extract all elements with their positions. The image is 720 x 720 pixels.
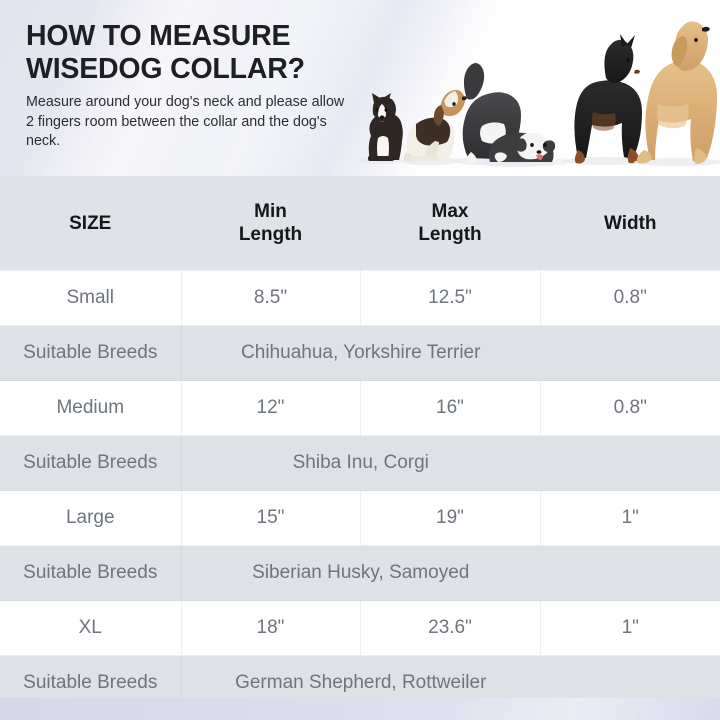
cell-size: Small [0, 270, 182, 326]
cell-width: 0.8" [540, 270, 720, 326]
dog-golden-retriever [634, 21, 720, 166]
hero-banner: HOW TO MEASURE WISEDOG COLLAR? Measure a… [0, 0, 720, 176]
dog-beagle [400, 89, 467, 165]
table-row-breeds: Suitable Breeds Siberian Husky, Samoyed [0, 545, 720, 601]
cell-width: 0.8" [540, 380, 720, 436]
table-row: Small 8.5" 12.5" 0.8" [0, 270, 720, 326]
cell-breeds-label: Suitable Breeds [0, 435, 182, 491]
cell-size: Large [0, 490, 182, 546]
page-subtitle: Measure around your dog's neck and pleas… [26, 94, 345, 149]
dog-border-collie-standing [452, 62, 528, 165]
column-header-max-length: Max Length [360, 176, 541, 271]
cell-max-length: 12.5" [360, 270, 541, 326]
cell-width: 1" [540, 490, 720, 546]
table-row: Medium 12" 16" 0.8" [0, 380, 720, 436]
cell-min-length: 15" [181, 490, 361, 546]
cell-max-length: 23.6" [360, 600, 541, 656]
table-row: Large 15" 19" 1" [0, 490, 720, 546]
column-header-width: Width [540, 176, 720, 271]
table-row-breeds: Suitable Breeds Chihuahua, Yorkshire Ter… [0, 325, 720, 381]
size-chart-table: SIZE Min Length Max Length Width Small 8… [0, 176, 720, 711]
hero-text-block: HOW TO MEASURE WISEDOG COLLAR? Measure a… [26, 20, 386, 152]
cell-breeds-value: Shiba Inu, Corgi [181, 435, 720, 491]
table-row: XL 18" 23.6" 1" [0, 600, 720, 656]
column-header-size: SIZE [0, 176, 182, 271]
cell-max-length: 19" [360, 490, 541, 546]
cell-size: XL [0, 600, 182, 656]
column-header-min-length: Min Length [181, 176, 361, 271]
dog-doberman [563, 34, 647, 165]
table-header-row: SIZE Min Length Max Length Width [0, 176, 720, 271]
cell-width: 1" [540, 600, 720, 656]
cell-size: Medium [0, 380, 182, 436]
cell-breeds-value: Siberian Husky, Samoyed [181, 545, 720, 601]
table-row-breeds: Suitable Breeds Shiba Inu, Corgi [0, 435, 720, 491]
cell-breeds-label: Suitable Breeds [0, 545, 182, 601]
page-title: HOW TO MEASURE WISEDOG COLLAR? [26, 20, 305, 85]
cell-min-length: 18" [181, 600, 361, 656]
bottom-accent-strip [0, 698, 720, 720]
cell-breeds-label: Suitable Breeds [0, 325, 182, 381]
cell-max-length: 16" [360, 380, 541, 436]
cell-breeds-value: Chihuahua, Yorkshire Terrier [181, 325, 720, 381]
cell-min-length: 8.5" [181, 270, 361, 326]
dog-border-collie-lying [478, 132, 568, 167]
dog-size-lineup-illustration [340, 0, 720, 176]
cell-min-length: 12" [181, 380, 361, 436]
